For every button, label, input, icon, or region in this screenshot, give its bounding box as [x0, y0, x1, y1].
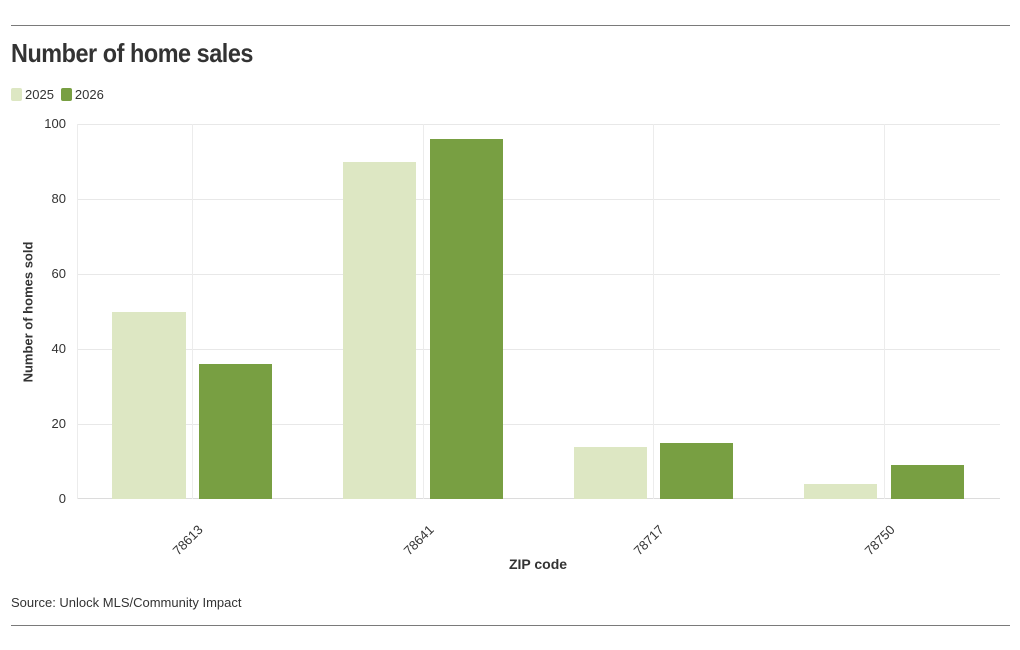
- bar-78750-2026[interactable]: [891, 465, 964, 499]
- bar-78613-2025[interactable]: [112, 311, 186, 499]
- chart-title: Number of home sales: [11, 38, 253, 68]
- bar-78641-2026[interactable]: [430, 139, 503, 499]
- gridline-v: [423, 124, 424, 499]
- plot-area: [77, 124, 1000, 499]
- bar-78750-2025[interactable]: [804, 484, 877, 499]
- x-tick: 78717: [630, 522, 667, 559]
- gridline-v: [653, 124, 654, 499]
- x-tick: 78641: [400, 522, 437, 559]
- source-note: Source: Unlock MLS/Community Impact: [11, 595, 242, 610]
- legend-label: 2025: [25, 87, 54, 102]
- x-axis-label: ZIP code: [508, 556, 568, 572]
- top-divider: [11, 25, 1010, 26]
- legend-swatch-2025: [11, 88, 22, 101]
- bar-78717-2026[interactable]: [660, 442, 733, 499]
- baseline: [77, 498, 1000, 499]
- x-tick: 78613: [169, 522, 206, 559]
- y-axis-label: Number of homes sold: [20, 241, 36, 383]
- gridline: [77, 424, 1000, 425]
- gridline: [77, 199, 1000, 200]
- gridline: [77, 349, 1000, 350]
- legend-label: 2026: [74, 87, 104, 102]
- legend: 2025 2026: [11, 87, 111, 102]
- bottom-divider: [11, 625, 1010, 626]
- bar-78717-2025[interactable]: [574, 446, 647, 499]
- gridline-v: [192, 124, 193, 499]
- gridline-v: [884, 124, 885, 499]
- legend-swatch-2026: [60, 88, 72, 101]
- bar-78613-2026[interactable]: [199, 364, 272, 499]
- y-tick: 0: [58, 491, 66, 506]
- y-tick: 40: [51, 341, 66, 356]
- gridline-v: [77, 124, 78, 499]
- gridline: [77, 124, 1000, 125]
- bar-78641-2025[interactable]: [343, 161, 416, 499]
- y-tick: 20: [51, 416, 66, 431]
- gridline: [77, 274, 1000, 275]
- y-tick: 100: [44, 116, 66, 131]
- x-tick: 78750: [861, 522, 898, 559]
- legend-item-2025[interactable]: 2025: [11, 87, 54, 102]
- y-tick: 80: [51, 191, 66, 206]
- legend-item-2026[interactable]: 2026: [60, 87, 104, 102]
- y-tick: 60: [51, 266, 66, 281]
